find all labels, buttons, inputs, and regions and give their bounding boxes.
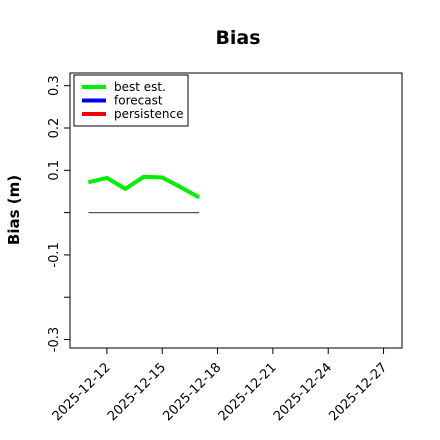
x-tick-label: 2025-12-12 (50, 360, 114, 424)
y-tick-label: -0.1 (47, 242, 62, 267)
plot-area: -0.3-0.10.10.20.32025-12-122025-12-15202… (47, 72, 403, 424)
y-tick-label: -0.3 (47, 327, 62, 352)
legend-label: forecast (114, 94, 163, 108)
y-tick-label: 0.3 (47, 75, 62, 96)
y-tick-label: 0.1 (47, 160, 62, 181)
legend-label: persistence (114, 107, 183, 121)
x-tick-label: 2025-12-21 (216, 360, 280, 424)
chart-title: Bias (215, 27, 260, 49)
y-tick-label: 0.2 (47, 118, 62, 139)
legend-label: best est. (114, 80, 166, 94)
series-line-best-est (87, 174, 201, 200)
y-axis-label: Bias (m) (5, 175, 23, 245)
x-tick-label: 2025-12-15 (105, 360, 169, 424)
plot-frame (69, 72, 403, 349)
x-tick-label: 2025-12-27 (326, 360, 390, 424)
x-tick-label: 2025-12-18 (160, 360, 224, 424)
x-tick-label: 2025-12-24 (271, 360, 335, 424)
